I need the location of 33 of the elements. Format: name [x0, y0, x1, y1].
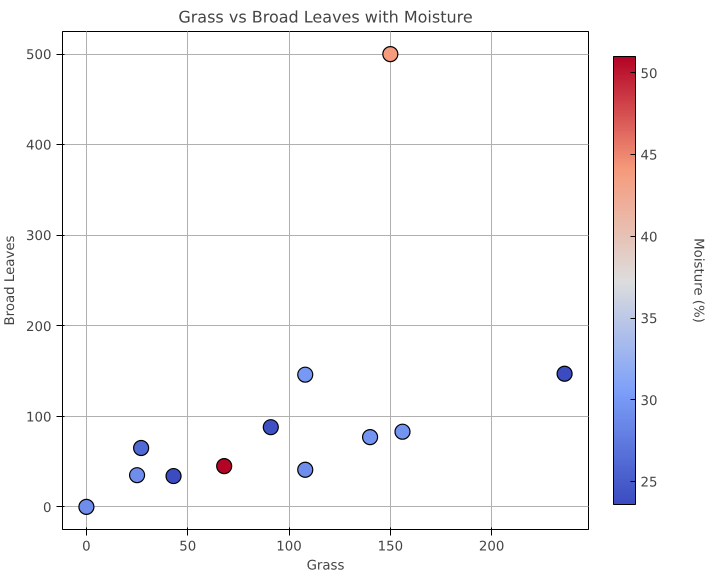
- y-tick-label: 100: [26, 410, 52, 426]
- point: [394, 424, 411, 440]
- y-tick-label: 400: [26, 138, 52, 154]
- x-tick-label: 50: [179, 540, 196, 554]
- y-tick-label: 200: [26, 320, 52, 335]
- y-tick-label: 500: [26, 48, 52, 64]
- color-bar-title: Moisture (%): [690, 238, 706, 323]
- color-bar-label: 25: [640, 476, 658, 491]
- y-tick-label: 300: [26, 229, 52, 244]
- y-axis-title: Broad Leaves: [3, 235, 18, 326]
- chart-title: Grass vs Broad Leaves with Moisture: [178, 8, 473, 26]
- point: [382, 46, 398, 62]
- point: [362, 429, 378, 446]
- color-bar-label: 50: [640, 66, 658, 82]
- point: [297, 366, 314, 383]
- point: [78, 498, 95, 515]
- x-tick-label: 0: [82, 540, 91, 554]
- color-bar-label: 40: [640, 230, 658, 246]
- color-bar-label: 30: [640, 394, 658, 409]
- x-tick-label: 100: [276, 540, 302, 554]
- point: [165, 468, 182, 484]
- x-tick-label: 200: [478, 540, 504, 554]
- color-bar-label: 45: [640, 148, 658, 164]
- x-axis-title: Grass: [306, 558, 344, 574]
- point: [262, 419, 279, 436]
- point: [133, 440, 150, 456]
- point: [128, 467, 146, 484]
- x-tick-label: 150: [378, 540, 404, 554]
- y-tick-label: 0: [43, 500, 52, 516]
- point: [216, 458, 232, 474]
- point: [556, 366, 573, 382]
- point: [297, 462, 314, 478]
- color-bar-label: 35: [640, 312, 658, 328]
